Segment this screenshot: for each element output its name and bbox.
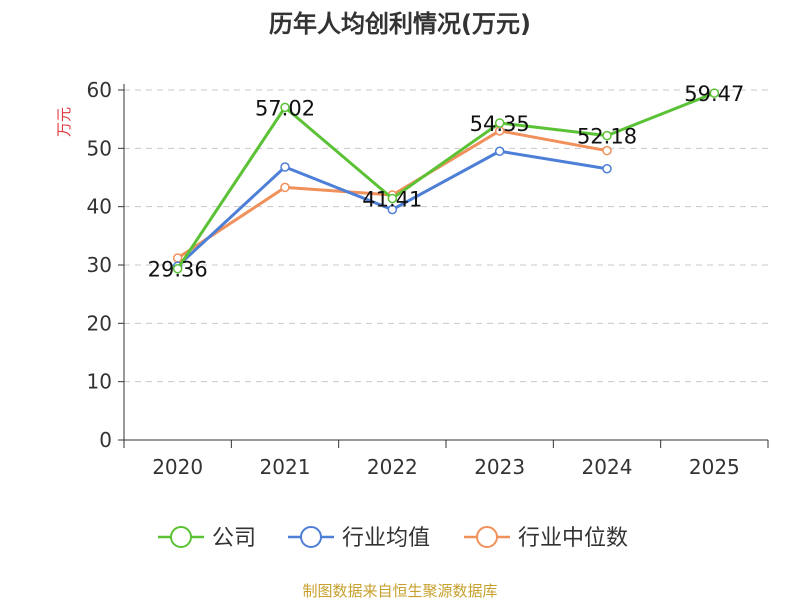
- data-point: [709, 88, 720, 98]
- legend-item: 行业均值: [288, 526, 430, 551]
- data-point: [494, 146, 505, 156]
- y-tick-label: 50: [87, 136, 112, 160]
- y-tick-label: 30: [87, 253, 112, 277]
- legend-label: 行业均值: [342, 526, 430, 551]
- data-point: [280, 162, 290, 172]
- legend-label: 公司: [212, 526, 256, 551]
- data-point: [602, 130, 612, 141]
- legend-marker: [300, 526, 322, 548]
- x-tick-label: 2020: [152, 455, 203, 479]
- data-point: [280, 102, 290, 113]
- y-tick-label: 40: [87, 195, 112, 219]
- legend: 公司 行业均值 行业中位数: [158, 526, 628, 551]
- data-label: 57.02: [255, 96, 315, 120]
- y-tick-label: 20: [87, 311, 112, 335]
- data-point: [280, 182, 290, 193]
- axes: 0 10 20 30 40 50 60 2020 2021 2022 2023 2024 2025: [87, 78, 769, 479]
- x-tick-label: 2022: [367, 455, 418, 479]
- series-line: [176, 91, 715, 270]
- y-tick-label: 10: [87, 370, 112, 394]
- legend-item: 行业中位数: [464, 526, 628, 551]
- y-tick-label: 0: [99, 428, 112, 452]
- data-point: [602, 145, 612, 156]
- data-labels: 29.36 57.02 41.41 54.35 52.18 59.47: [148, 82, 745, 282]
- data-point: [387, 204, 398, 215]
- data-label: 29.36: [148, 258, 208, 282]
- data-label: 41.41: [362, 187, 422, 211]
- source-note: 制图数据来自恒生聚源数据库: [302, 582, 497, 600]
- data-point: [602, 164, 612, 174]
- y-tick-label: 60: [87, 78, 112, 102]
- data-label: 54.35: [470, 112, 530, 136]
- x-tick-label: 2024: [582, 455, 633, 479]
- x-tick-label: 2021: [260, 455, 311, 479]
- legend-item: 公司: [158, 526, 256, 551]
- data-point: [494, 118, 505, 128]
- gridlines: [124, 89, 768, 383]
- x-tick-label: 2023: [474, 455, 525, 479]
- legend-marker: [170, 526, 192, 548]
- series-0: [172, 88, 720, 274]
- chart-title: 历年人均创利情况(万元): [269, 10, 531, 38]
- series-layer: [172, 88, 720, 274]
- data-point: [387, 193, 398, 204]
- data-label: 59.47: [684, 82, 744, 106]
- data-label: 52.18: [577, 125, 637, 149]
- y-axis-label: 万元: [55, 107, 73, 137]
- legend-label: 行业中位数: [518, 526, 628, 551]
- legend-marker: [476, 526, 498, 548]
- series-1: [172, 146, 612, 271]
- data-point: [172, 263, 183, 274]
- x-tick-label: 2025: [689, 455, 740, 479]
